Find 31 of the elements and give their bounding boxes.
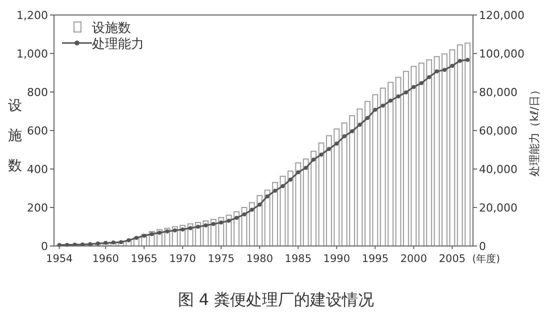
legend-label: 设施数 xyxy=(92,21,131,36)
y2-tick-label: 0 xyxy=(479,240,486,253)
x-tick-label: 2000 xyxy=(400,253,428,265)
y2-tick-label: 120,000 xyxy=(479,9,524,22)
x-axis-title: (年度) xyxy=(472,253,500,265)
y-tick-label: 800 xyxy=(27,86,48,99)
y-tick-label: 1,200 xyxy=(16,9,48,22)
text: 图 4 粪便处理厂的建设情况 xyxy=(178,290,374,309)
y2-axis-title: 处理能力（kℓ/日） xyxy=(528,84,541,176)
y2-tick-label: 60,000 xyxy=(479,124,518,138)
y-tick-label: 1,000 xyxy=(16,48,48,60)
x-tick-label: 1975 xyxy=(208,253,235,265)
x-tick-label: 1965 xyxy=(130,253,158,265)
y-tick-label: 200 xyxy=(27,202,48,214)
x-tick-label: 1980 xyxy=(246,253,274,265)
legend-label: 处理能力 xyxy=(92,37,144,52)
y-tick-label: 600 xyxy=(27,124,48,138)
x-tick-label: 1970 xyxy=(169,253,196,265)
x-tick-label: 1954 xyxy=(46,253,74,265)
y-tick-label: 0 xyxy=(41,240,48,253)
y2-tick-label: 80,000 xyxy=(479,86,518,99)
y2-tick-label: 100,000 xyxy=(479,48,524,60)
x-tick-label: 1960 xyxy=(92,253,119,265)
y-axis-title: 设施数 xyxy=(8,98,22,174)
x-tick-label: 2005 xyxy=(438,253,466,265)
y2-tick-label: 40,000 xyxy=(479,163,518,176)
y-tick-label: 400 xyxy=(27,163,48,176)
x-tick-label: 1990 xyxy=(323,253,350,265)
x-tick-label: 1985 xyxy=(284,253,312,265)
y2-tick-label: 20,000 xyxy=(479,202,518,214)
x-tick-label: 1995 xyxy=(362,253,389,265)
